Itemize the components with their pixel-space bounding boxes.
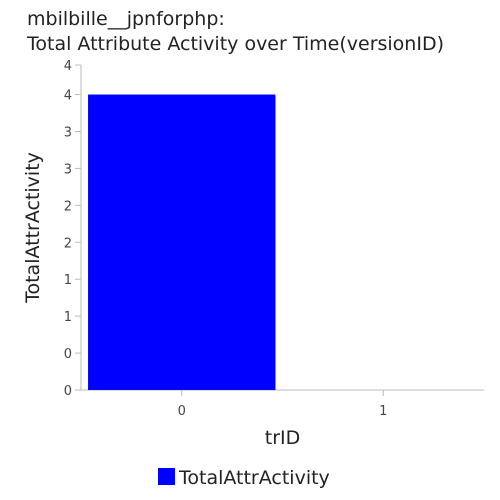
y-tick-label: 1 — [64, 310, 72, 325]
y-tick-label: 3 — [64, 162, 72, 177]
legend-label: TotalAttrActivity — [178, 467, 330, 489]
x-axis-label: trID — [265, 427, 301, 449]
legend: TotalAttrActivity — [158, 467, 330, 489]
chart-title-line-2: Total Attribute Activity over Time(versi… — [27, 33, 444, 55]
y-tick-label: 4 — [64, 59, 72, 74]
bars — [88, 94, 276, 390]
y-tick-label: 1 — [64, 273, 72, 288]
y-tick-label: 2 — [64, 199, 72, 214]
y-tick-label: 0 — [64, 347, 72, 362]
y-tick-label: 3 — [64, 125, 72, 140]
bar — [88, 94, 276, 390]
legend-swatch — [158, 468, 175, 485]
x-tick-label: 1 — [379, 404, 387, 419]
y-axis-label: TotalAttrActivity — [22, 152, 44, 304]
x-tick-label: 0 — [178, 404, 186, 419]
y-tick-label: 2 — [64, 236, 72, 251]
chart-title-line-1: mbilbille__jpnforphp: — [27, 8, 225, 30]
y-tick-label: 0 — [64, 384, 72, 399]
y-tick-label: 4 — [64, 89, 72, 104]
y-ticks: 0 0 1 1 2 2 3 3 4 4 — [64, 59, 81, 399]
